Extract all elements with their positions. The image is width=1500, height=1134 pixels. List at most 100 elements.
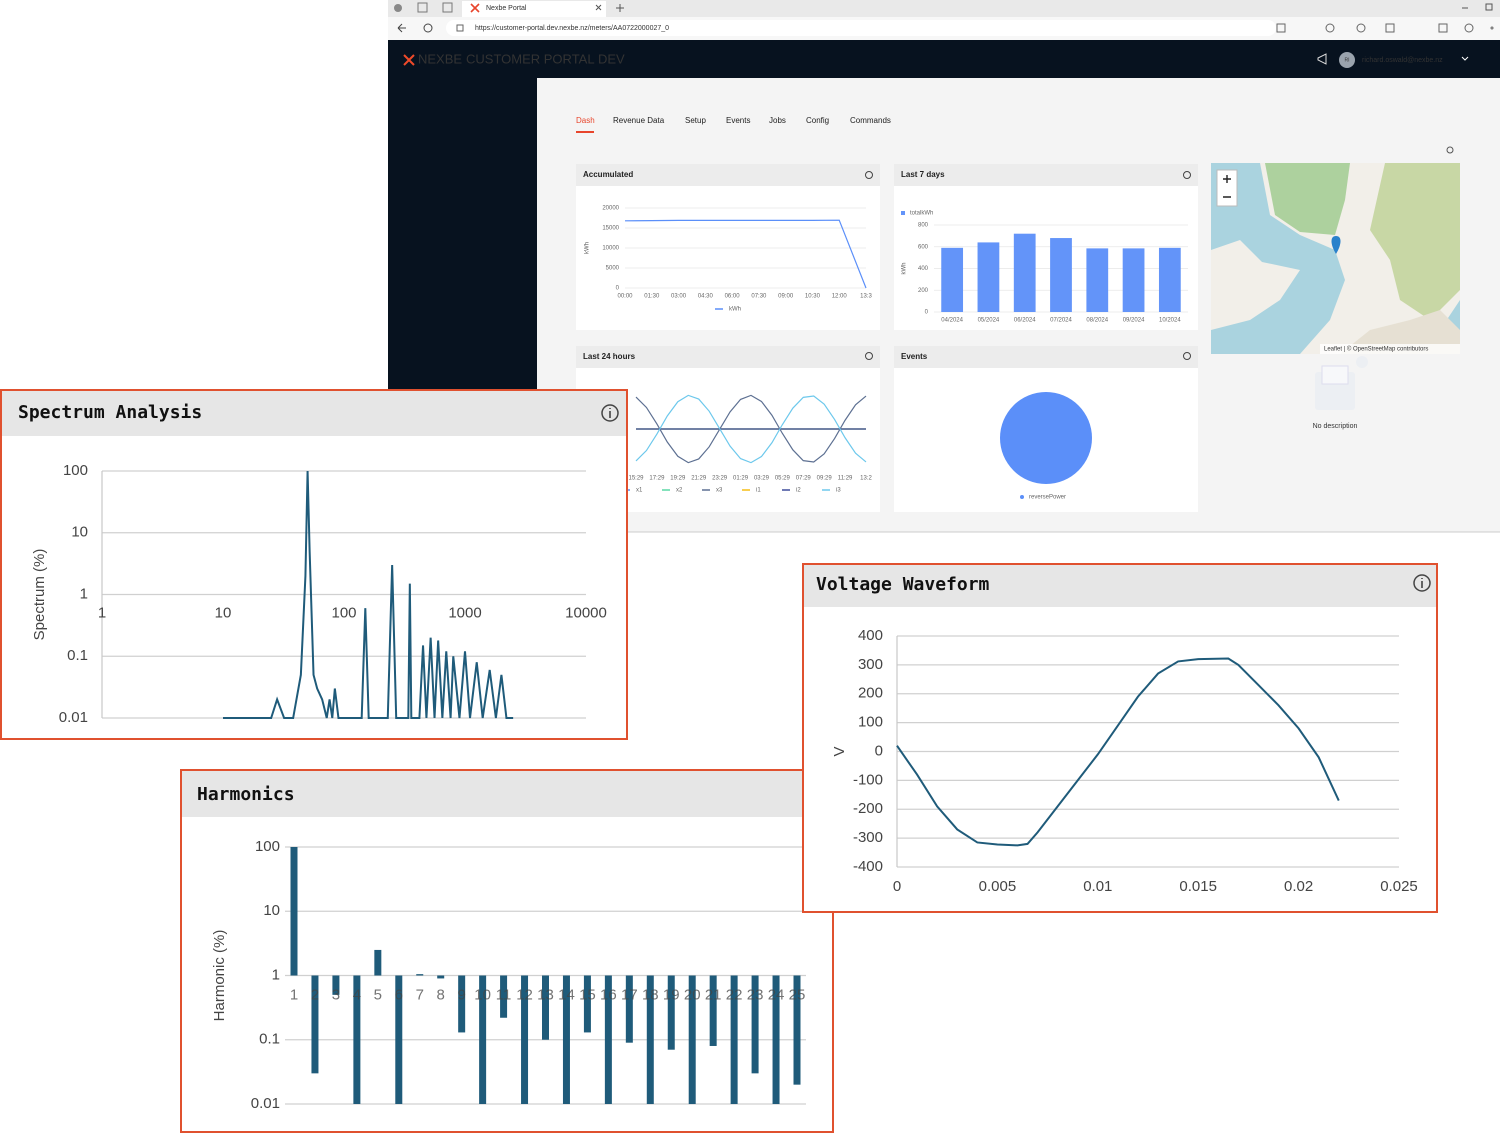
y-axis-label: kWh (902, 263, 908, 275)
bar (1050, 238, 1072, 312)
x-tick-label: 22 (726, 986, 743, 1003)
bar (562, 975, 570, 1104)
tab[interactable]: Revenue Data (613, 116, 665, 125)
legend-label: x2 (676, 488, 683, 494)
tab-bar: Dash Revenue Data Setup Events Jobs Conf… (576, 116, 891, 133)
line-series (223, 470, 514, 719)
x-tick-label: 10 (474, 986, 491, 1003)
tab[interactable]: Commands (850, 116, 891, 125)
x-tick-label: 15 (579, 986, 596, 1003)
legend-label: x3 (716, 488, 723, 494)
tab[interactable]: Jobs (769, 116, 786, 125)
x-tick-label: 12:00 (832, 294, 848, 300)
lock-icon (456, 24, 464, 32)
x-tick-label: 19:29 (670, 476, 686, 482)
user-email[interactable]: richard.oswald@nexbe.nz (1362, 57, 1443, 64)
info-icon[interactable] (601, 404, 619, 422)
y-tick-label: 10000 (602, 246, 619, 252)
x-tick-label: 9 (457, 986, 465, 1003)
new-tab[interactable] (616, 4, 624, 12)
tab-actions-icon[interactable] (442, 2, 453, 13)
tab[interactable]: Setup (685, 116, 706, 125)
x-tick-label: 5 (374, 986, 382, 1003)
x-tick-label: 04:30 (698, 294, 714, 300)
x-tick-label: 16 (600, 986, 617, 1003)
x-tick-label: 1 (98, 604, 106, 621)
bar (583, 975, 591, 1033)
avatar[interactable] (1339, 52, 1355, 68)
card: Accumulated Last 7 days Last 24 hours Ev… (576, 164, 1198, 512)
map[interactable]: Leaflet | © OpenStreetMap contributors (1211, 163, 1460, 354)
url-field[interactable] (446, 20, 1276, 36)
x-tick-label: 09:29 (817, 476, 833, 482)
brand: NEXBE (418, 51, 462, 66)
x-tick-label: 07:29 (796, 476, 812, 482)
y-tick-label: 0.1 (259, 1031, 280, 1048)
bar (730, 975, 738, 1104)
user-menu-caret[interactable] (1461, 56, 1469, 61)
bar (625, 975, 633, 1043)
tab[interactable]: Config (806, 116, 829, 125)
tab[interactable]: Dash (576, 116, 595, 125)
x-tick-label: 21:29 (691, 476, 707, 482)
x-tick-label: 00:00 (617, 294, 633, 300)
no-description: No description (1313, 423, 1358, 430)
y-tick-label: 200 (858, 685, 883, 702)
legend-label: x1 (636, 488, 643, 494)
y-tick-label: 100 (63, 462, 88, 479)
bar (646, 975, 654, 1104)
profile-icon[interactable] (394, 4, 402, 12)
x-tick-label: 01:30 (644, 294, 660, 300)
workspaces-icon[interactable] (417, 2, 428, 13)
legend-swatch (1020, 495, 1024, 499)
y-tick-label: -200 (853, 800, 883, 817)
tab-title: Nexbe Portal (486, 5, 527, 12)
info-icon[interactable] (865, 352, 873, 360)
window-controls[interactable] (1462, 3, 1493, 11)
bar (374, 949, 382, 976)
map-attribution[interactable]: Leaflet | © OpenStreetMap contributors (1324, 346, 1428, 353)
x-tick-label: 24 (768, 986, 785, 1003)
empty-state: No description (1313, 356, 1368, 430)
info-icon[interactable] (1183, 352, 1191, 360)
last-24-hours-chart: 15:29 17:29 19:29 21:29 23:29 01:29 03:29 05:29… (622, 394, 872, 494)
x-tick-label: 1 (290, 986, 298, 1003)
x-tick-label: 20 (684, 986, 701, 1003)
y-tick-label: 0.1 (67, 647, 88, 664)
tab-close[interactable] (595, 4, 602, 11)
y-tick-label: 400 (858, 627, 883, 644)
info-icon[interactable] (865, 171, 873, 179)
bar (458, 975, 466, 1033)
browser-tab[interactable] (462, 1, 606, 17)
x-tick-label: 07:30 (751, 294, 767, 300)
x-tick-label: 09:00 (778, 294, 794, 300)
y-tick-label: 0 (616, 286, 620, 292)
x-tick-label: 0 (893, 878, 901, 895)
url: https://customer-portal.dev.nexbe.nz/met… (475, 25, 669, 32)
x-tick-label: 12 (516, 986, 533, 1003)
y-tick-label: 600 (918, 244, 929, 250)
refresh-button[interactable] (1446, 146, 1454, 154)
back-button[interactable] (397, 23, 406, 33)
bar (604, 975, 612, 1104)
info-icon[interactable] (1413, 574, 1431, 592)
x-tick-label: 21 (705, 986, 722, 1003)
y-axis-label: V (831, 746, 848, 756)
x-tick-label: 06/2024 (1014, 318, 1036, 324)
x-tick-label: 09/2024 (1123, 318, 1145, 324)
reload-button[interactable] (423, 23, 433, 33)
info-icon[interactable] (1183, 171, 1191, 179)
x-tick-label: 4 (353, 986, 361, 1003)
map-marker[interactable] (1331, 236, 1341, 254)
card-title: Accumulated (583, 170, 633, 179)
toolbar-icons[interactable] (1276, 23, 1494, 33)
y-tick-label: 100 (255, 838, 280, 855)
x-tick-label: 18 (642, 986, 659, 1003)
y-tick-label: 0 (925, 310, 929, 316)
bar (751, 975, 759, 1074)
tab[interactable]: Events (726, 116, 750, 125)
bar (977, 242, 1000, 312)
announcement-icon[interactable] (1317, 53, 1327, 65)
x-tick-label: 0.01 (1083, 878, 1112, 895)
y-tick-label: 1 (80, 585, 88, 602)
